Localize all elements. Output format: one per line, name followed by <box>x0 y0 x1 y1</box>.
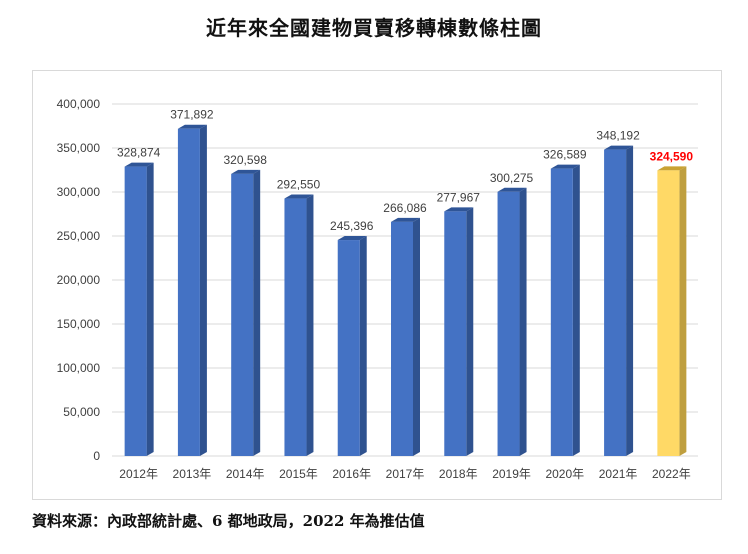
bar-side <box>519 187 527 456</box>
x-tick-label: 2013年 <box>173 467 212 481</box>
bar-top <box>284 194 314 199</box>
x-tick-label: 2019年 <box>492 467 531 481</box>
data-label: 300,275 <box>490 171 534 185</box>
data-label: 320,598 <box>223 153 267 167</box>
data-label: 277,967 <box>437 190 481 204</box>
bar <box>657 170 680 457</box>
data-label: 371,892 <box>170 108 214 122</box>
bar-top <box>231 169 261 174</box>
y-tick-label: 50,000 <box>63 405 100 419</box>
bar-side <box>466 207 474 456</box>
x-tick-label: 2022年 <box>652 467 691 481</box>
y-tick-label: 350,000 <box>57 141 101 155</box>
bar-side <box>626 145 634 456</box>
y-tick-label: 0 <box>93 449 100 463</box>
y-tick-label: 200,000 <box>57 273 101 287</box>
bar-top <box>177 124 207 129</box>
data-label: 348,192 <box>596 129 640 143</box>
data-label: 328,874 <box>117 146 161 160</box>
source-note: 資料來源：內政部統計處、6 都地政局，2022 年為推估值 <box>32 512 425 530</box>
bar-top <box>550 164 580 169</box>
x-tick-label: 2014年 <box>226 467 265 481</box>
bar-top <box>604 145 634 150</box>
x-tick-label: 2016年 <box>332 467 371 481</box>
bar-top <box>657 166 687 171</box>
chart-title: 近年來全國建物買賣移轉棟數條柱圖 <box>206 16 542 40</box>
bar <box>391 221 413 456</box>
x-tick-label: 2020年 <box>545 467 584 481</box>
bar <box>284 198 307 456</box>
bar-side <box>306 194 314 456</box>
bar-top <box>337 236 367 241</box>
y-tick-label: 150,000 <box>57 317 101 331</box>
data-label: 245,396 <box>330 219 374 233</box>
bar-top <box>497 187 527 192</box>
bar <box>604 149 627 456</box>
data-label: 266,086 <box>383 201 427 215</box>
data-label: 324,590 <box>650 149 694 163</box>
bar-top <box>124 162 154 167</box>
bar <box>124 166 147 456</box>
bar-side <box>413 217 420 456</box>
y-tick-label: 400,000 <box>57 97 101 111</box>
bar <box>337 240 360 456</box>
bar-side <box>359 236 367 456</box>
bar-top <box>391 217 420 222</box>
x-tick-label: 2021年 <box>599 467 638 481</box>
x-tick-label: 2017年 <box>386 467 425 481</box>
bar-side <box>572 164 580 456</box>
data-label: 326,589 <box>543 148 587 162</box>
y-tick-label: 250,000 <box>57 229 101 243</box>
data-label: 292,550 <box>277 178 321 192</box>
bar <box>444 211 467 456</box>
x-tick-label: 2015年 <box>279 467 318 481</box>
bar <box>497 191 520 456</box>
bar-side <box>253 169 261 456</box>
bar-side <box>146 162 154 456</box>
bar <box>550 168 573 456</box>
x-tick-label: 2018年 <box>439 467 478 481</box>
bar <box>231 173 254 456</box>
x-tick-label: 2012年 <box>119 467 158 481</box>
bar-top <box>444 207 474 212</box>
y-tick-label: 300,000 <box>57 185 101 199</box>
bar-side <box>199 124 207 456</box>
bar-side <box>679 166 687 457</box>
y-tick-label: 100,000 <box>57 361 101 375</box>
bar <box>177 128 200 456</box>
